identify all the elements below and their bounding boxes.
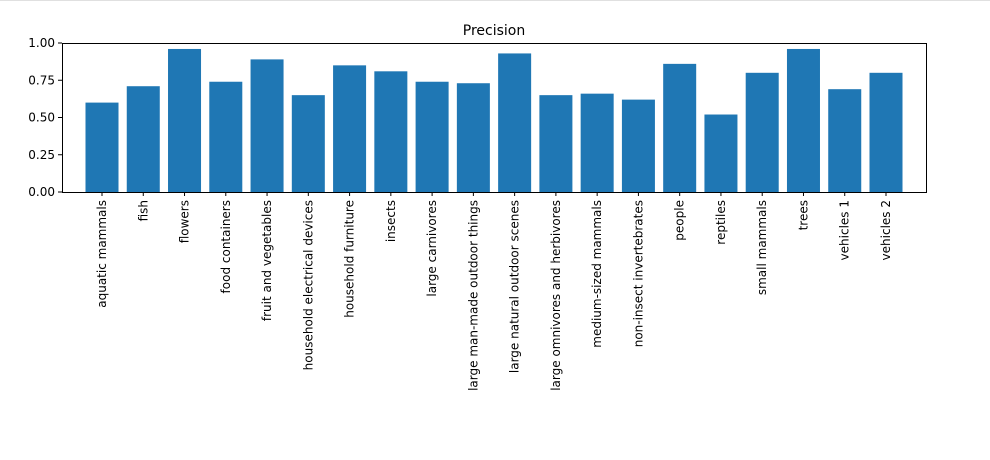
bar-non-insect-invertebrates	[621, 99, 655, 192]
x-tick-label: large carnivores	[425, 200, 439, 297]
bar-people	[663, 63, 697, 192]
x-tick-label: small mammals	[755, 200, 769, 295]
bar-vehicles-2	[869, 72, 903, 192]
x-axis: aquatic mammals fish flowers food container…	[95, 192, 893, 391]
x-tick-label: aquatic mammals	[95, 200, 109, 308]
bar-large-omnivores-and-herbivores	[539, 95, 573, 192]
bar-small-mammals	[745, 72, 779, 192]
y-axis: 0.00 0.25 0.50 0.75 1.00	[28, 36, 62, 199]
bar-fruit-and-vegetables	[250, 59, 284, 192]
bar-large-natural-outdoor-scenes	[498, 53, 532, 193]
bar-aquatic-mammals	[85, 102, 119, 192]
x-tick-label: trees	[796, 200, 810, 230]
x-tick-label: household furniture	[343, 200, 357, 318]
y-tick-label: 0.25	[28, 148, 55, 162]
bars-layer	[85, 48, 903, 193]
x-tick-label: flowers	[178, 200, 192, 243]
x-tick-label: household electrical devices	[301, 200, 315, 370]
bar-food-containers	[209, 81, 243, 192]
y-tick-label: 0.50	[28, 111, 55, 125]
x-tick-label: large omnivores and herbivores	[549, 200, 563, 391]
chart-title: Precision	[463, 23, 525, 39]
x-tick-label: people	[673, 200, 687, 241]
x-tick-label: food containers	[219, 200, 233, 293]
x-tick-label: large man-made outdoor things	[466, 200, 480, 391]
x-tick-label: reptiles	[714, 200, 728, 245]
plot-frame	[62, 43, 927, 193]
y-tick-label: 1.00	[28, 36, 55, 50]
x-tick-label: vehicles 1	[838, 200, 852, 260]
bar-insects	[374, 71, 408, 192]
bar-household-electrical-devices	[291, 95, 325, 192]
bar-large-carnivores	[415, 81, 449, 192]
bar-reptiles	[704, 114, 738, 192]
x-tick-label: non-insect invertebrates	[631, 200, 645, 347]
x-tick-label: medium-sized mammals	[590, 200, 604, 348]
x-tick-label: large natural outdoor scenes	[508, 200, 522, 373]
x-tick-label: fruit and vegetables	[260, 200, 274, 321]
top-divider	[0, 0, 990, 1]
bar-fish	[126, 86, 160, 192]
x-tick-label: vehicles 2	[879, 200, 893, 260]
bar-household-furniture	[333, 65, 367, 192]
y-tick-label: 0.00	[28, 185, 55, 199]
x-tick-label: insects	[384, 200, 398, 242]
bar-medium-sized-mammals	[580, 93, 614, 192]
bar-trees	[786, 48, 820, 193]
bar-flowers	[168, 48, 202, 193]
x-tick-label: fish	[136, 200, 150, 221]
y-tick-label: 0.75	[28, 73, 55, 87]
bar-vehicles-1	[828, 89, 862, 192]
bar-large-man-made-outdoor-things	[456, 83, 490, 192]
